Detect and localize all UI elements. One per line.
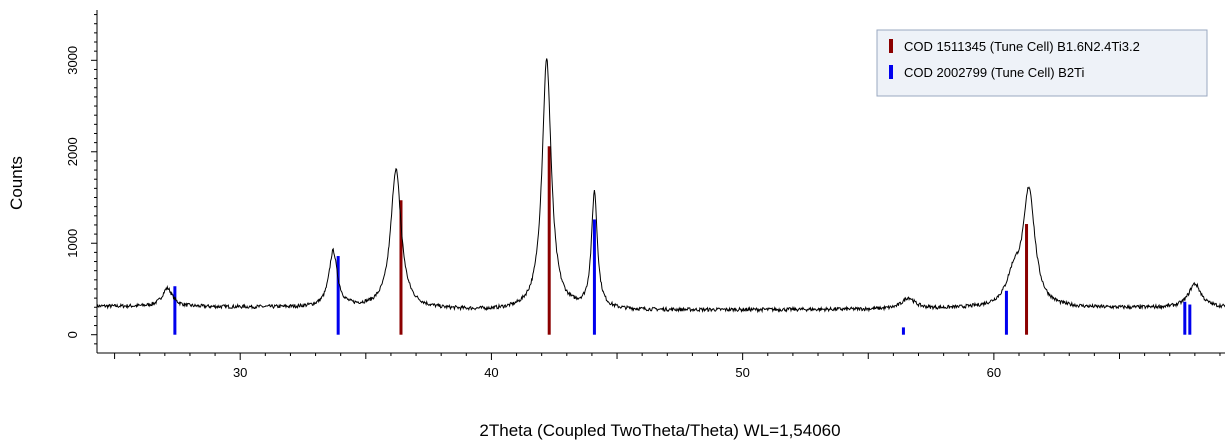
y-ticks: 0 1000 2000 3000 [65,14,97,345]
x-tick-label-30: 30 [233,365,247,380]
reference-line-cod-1511345 [399,200,403,335]
x-axis-title: 2Theta (Coupled TwoTheta/Theta) WL=1,540… [479,421,840,440]
y-tick-label-3000: 3000 [65,46,80,75]
x-tick-label-50: 50 [735,365,749,380]
reference-line-cod-2002799 [1188,304,1192,335]
reference-line-cod-2002799 [592,219,596,335]
diffraction-pattern-line [96,58,1225,314]
x-ticks: 30 40 50 60 [114,353,1221,380]
x-tick-label-60: 60 [987,365,1001,380]
reference-line-cod-2002799 [1004,290,1008,335]
y-tick-label-0: 0 [65,331,80,338]
axes: 0 1000 2000 3000 30 40 50 60 [65,10,1225,380]
legend-swatch-cod-2002799 [889,65,893,79]
legend-label-cod-1511345: COD 1511345 (Tune Cell) B1.6N2.4Ti3.2 [904,39,1140,54]
reference-line-cod-2002799 [1183,301,1187,335]
legend-swatch-cod-1511345 [889,39,893,53]
legend: COD 1511345 (Tune Cell) B1.6N2.4Ti3.2 CO… [876,29,1208,97]
y-tick-label-2000: 2000 [65,137,80,166]
reference-line-cod-2002799 [336,256,340,335]
x-tick-label-40: 40 [484,365,498,380]
plot-area [96,58,1225,335]
reference-line-cod-2002799 [173,286,177,335]
reference-lines [173,146,1192,335]
legend-label-cod-2002799: COD 2002799 (Tune Cell) B2Ti [904,65,1085,80]
reference-line-cod-1511345 [547,146,551,335]
legend-box [876,29,1208,97]
reference-line-cod-2002799 [901,327,905,335]
y-tick-label-1000: 1000 [65,229,80,258]
reference-line-cod-1511345 [1025,224,1029,335]
y-axis-title: Counts [7,156,26,210]
